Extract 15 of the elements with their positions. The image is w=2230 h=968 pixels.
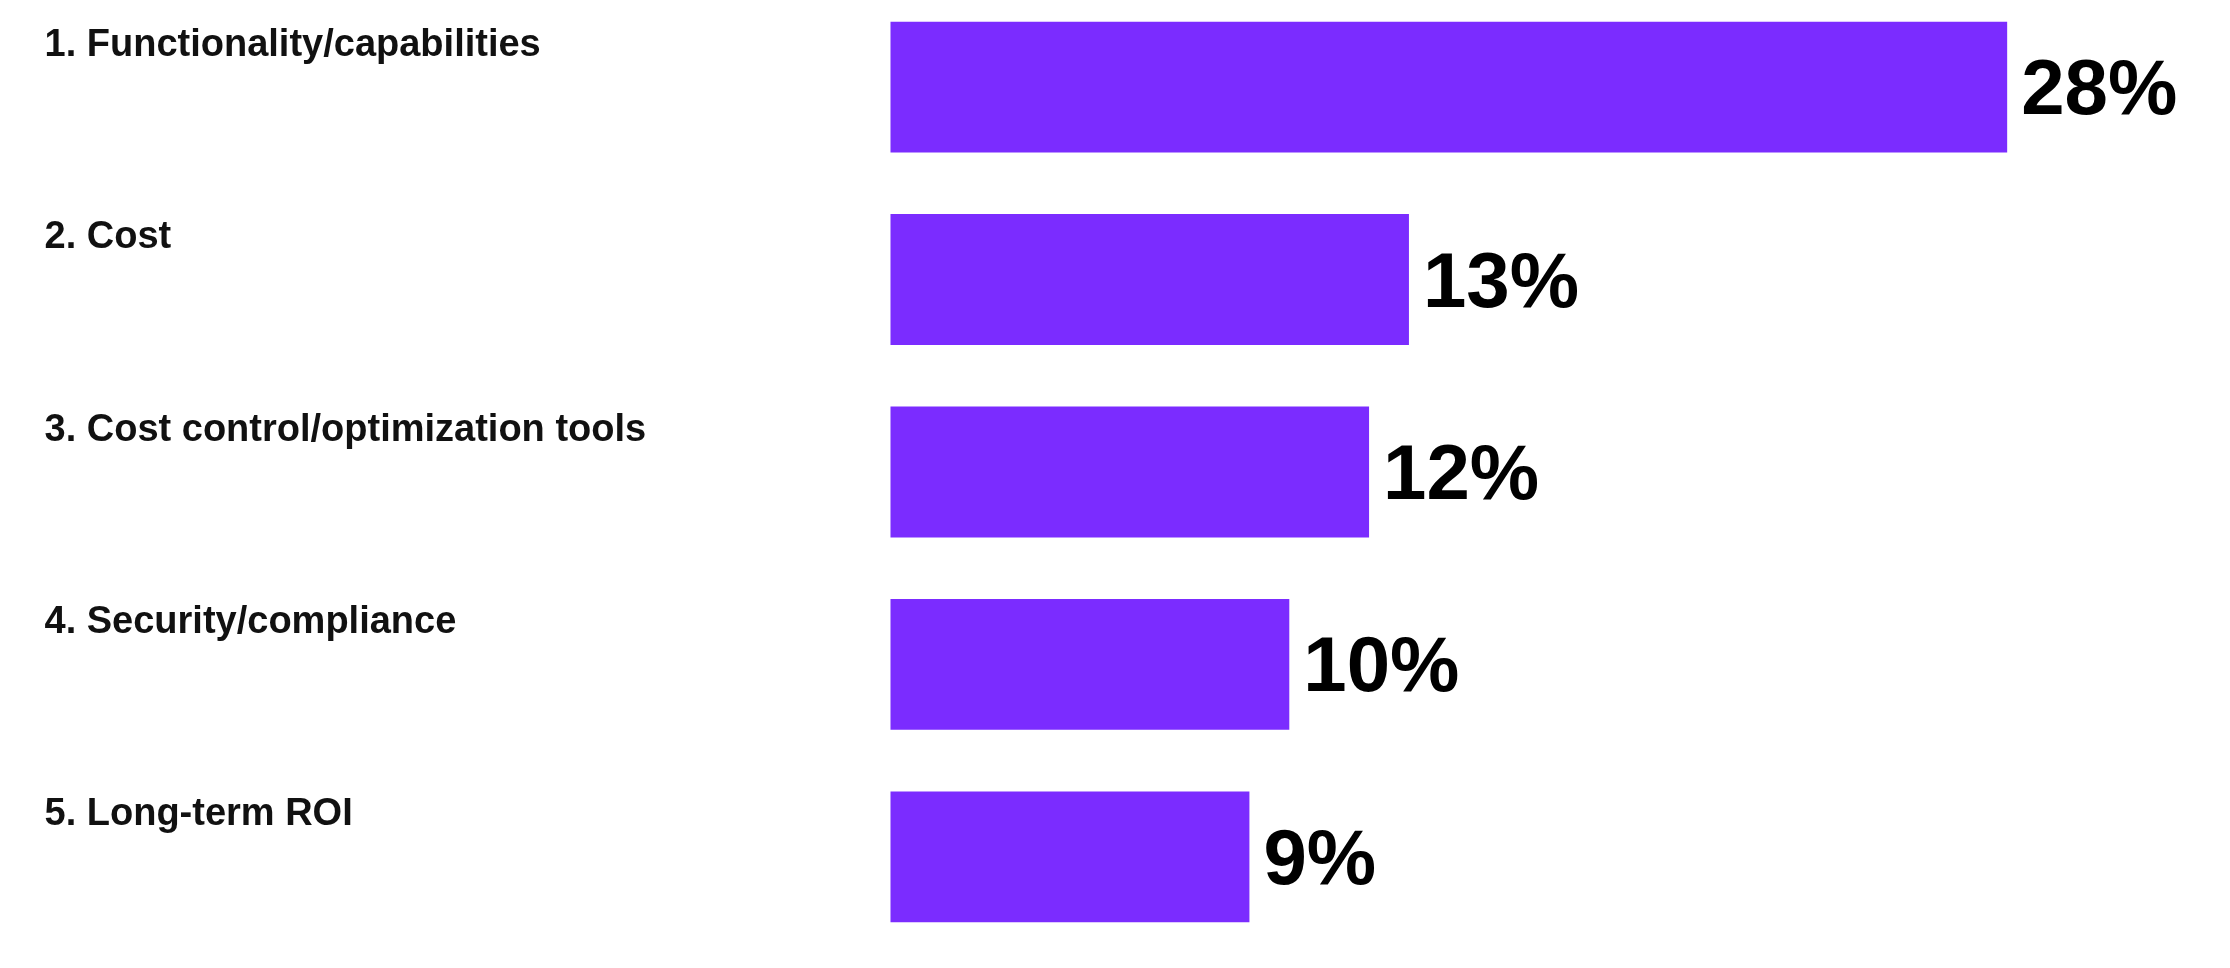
- bar: [890, 214, 1409, 345]
- y-tick-label: 3. Cost control/optimization tools: [44, 406, 647, 449]
- y-tick-label: 2. Cost: [44, 214, 172, 257]
- data-label: 9%: [1263, 812, 1377, 901]
- y-tick-label: 4. Security/compliance: [44, 599, 457, 641]
- bar: [890, 791, 1250, 923]
- data-label: 28%: [2021, 43, 2178, 132]
- data-label: 10%: [1303, 620, 1460, 709]
- y-tick-label: 5. Long-term ROI: [44, 791, 353, 834]
- y-tick-label: 1. Functionality/capabilities: [44, 21, 541, 64]
- data-label: 12%: [1383, 427, 1540, 516]
- data-label: 13%: [1422, 235, 1580, 324]
- bar: [890, 599, 1290, 730]
- bar: [890, 406, 1370, 538]
- bar: [890, 21, 2008, 153]
